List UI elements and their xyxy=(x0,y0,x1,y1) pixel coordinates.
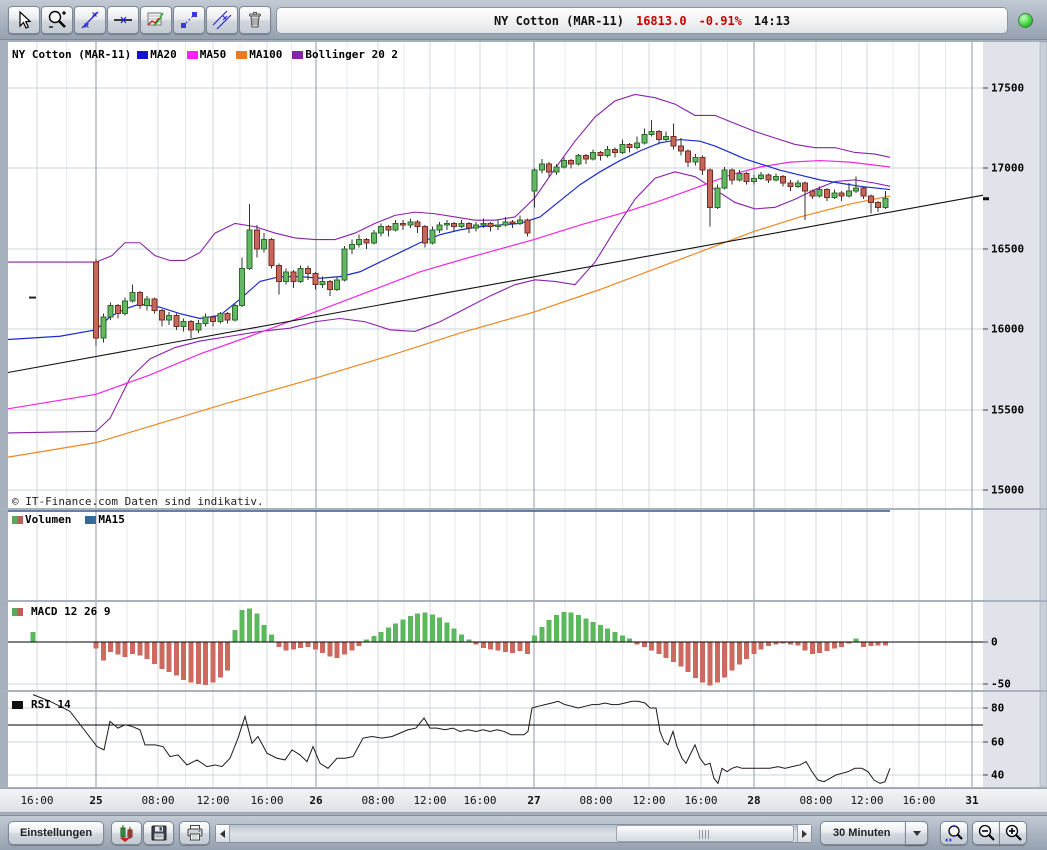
parallel-lines-icon xyxy=(212,10,232,30)
zoom-out-icon xyxy=(978,824,995,841)
zoom-tool-button[interactable] xyxy=(41,6,73,34)
trendline-icon xyxy=(81,11,99,29)
scrollbar-grip-icon xyxy=(699,830,711,839)
zoom-out-button[interactable] xyxy=(972,821,1000,845)
scroll-right-icon xyxy=(802,829,807,838)
panel-divider[interactable] xyxy=(0,690,1047,692)
chart-canvas[interactable] xyxy=(0,40,1047,815)
candles-series xyxy=(93,120,889,346)
trendline-tool-button[interactable] xyxy=(74,6,106,34)
time-axis-label: 12:00 xyxy=(196,794,230,807)
scroll-right-button[interactable] xyxy=(797,825,811,842)
time-axis-label: 12:00 xyxy=(632,794,666,807)
time-axis-label: 12:00 xyxy=(850,794,884,807)
save-chart-icon xyxy=(119,825,132,842)
connection-status-icon xyxy=(1018,13,1033,28)
horizontal-line-tool-button[interactable] xyxy=(107,6,139,34)
last-price-marker xyxy=(983,197,989,201)
time-axis-label: 16:00 xyxy=(902,794,936,807)
time-axis-label: 16:00 xyxy=(463,794,497,807)
zoom-fit-button[interactable] xyxy=(940,821,968,845)
two-point-line-icon xyxy=(181,12,197,28)
delete-tool-button[interactable] xyxy=(239,6,271,34)
save-chart-button[interactable] xyxy=(111,821,142,845)
indicator-chart-tool-button[interactable] xyxy=(140,6,172,34)
time-axis-label: 08:00 xyxy=(141,794,175,807)
time-axis-label: 08:00 xyxy=(799,794,833,807)
print-button[interactable] xyxy=(179,821,210,845)
chart-area: NY Cotton (MAR-11) MA20 MA50 MA100 Bollinge… xyxy=(0,40,1047,815)
vertical-scrollbar-track[interactable] xyxy=(1039,41,1047,788)
instrument-title-bar[interactable]: NY Cotton (MAR-11) 16813.0 -0.91% 14:13 xyxy=(276,7,1008,34)
quote-time: 14:13 xyxy=(753,13,791,28)
rsi-line xyxy=(32,694,891,785)
time-axis-day-label: 25 xyxy=(89,794,103,807)
trendline-drawing[interactable] xyxy=(7,194,984,374)
pointer-tool-button[interactable] xyxy=(8,6,40,34)
time-axis-label: 08:00 xyxy=(579,794,613,807)
timeframe-value: 30 Minuten xyxy=(833,827,891,839)
time-axis-strip: 16:00 25 08:00 12:00 16:00 26 08:00 12:00 16:00 2… xyxy=(0,788,1047,813)
bollinger-lower-band xyxy=(7,171,891,434)
gridlines xyxy=(8,42,983,787)
chevron-down-icon xyxy=(912,830,921,836)
time-axis-day-label: 27 xyxy=(527,794,541,807)
axis-ticks xyxy=(983,87,989,776)
macd-histogram xyxy=(30,608,888,686)
settings-button-label: Einstellungen xyxy=(19,827,93,839)
time-axis-label: 16:00 xyxy=(20,794,54,807)
trash-icon xyxy=(249,11,261,28)
ma50-line xyxy=(7,159,891,410)
floppy-disk-icon xyxy=(151,825,166,841)
magnifier-plus-icon xyxy=(48,10,66,28)
price-axis-background xyxy=(983,42,1040,787)
timeframe-dropdown-arrow-button[interactable] xyxy=(905,821,928,845)
scroll-left-button[interactable] xyxy=(216,825,230,842)
time-axis-label: 12:00 xyxy=(413,794,447,807)
bollinger-upper-band xyxy=(8,93,891,263)
zoom-in-button[interactable] xyxy=(999,821,1027,845)
save-button[interactable] xyxy=(143,821,174,845)
time-axis-day-label: 31 xyxy=(965,794,979,807)
instrument-name: NY Cotton (MAR-11) xyxy=(493,13,624,28)
time-axis-label: 08:00 xyxy=(361,794,395,807)
horizontal-line-icon xyxy=(114,16,132,24)
parallel-lines-tool-button[interactable] xyxy=(206,6,238,34)
indicator-chart-icon xyxy=(147,12,164,27)
pointer-icon xyxy=(19,10,32,29)
time-axis-day-label: 26 xyxy=(309,794,323,807)
printer-icon xyxy=(187,825,202,841)
scroll-left-icon xyxy=(220,829,225,838)
zoom-in-icon xyxy=(1005,824,1022,841)
change-percent: -0.91% xyxy=(698,13,742,28)
time-axis-label: 16:00 xyxy=(250,794,284,807)
panel-divider[interactable] xyxy=(0,508,1047,510)
settings-button[interactable]: Einstellungen xyxy=(8,821,104,845)
chart-horizontal-scrollbar[interactable] xyxy=(215,824,812,843)
ma100-line xyxy=(7,195,891,458)
two-point-line-tool-button[interactable] xyxy=(173,6,205,34)
zoom-fit-icon xyxy=(945,824,963,842)
panel-divider[interactable] xyxy=(0,600,1047,602)
time-axis-label: 16:00 xyxy=(684,794,718,807)
last-price: 16813.0 xyxy=(635,13,687,28)
top-toolbar: NY Cotton (MAR-11) 16813.0 -0.91% 14:13 xyxy=(0,0,1047,40)
bottom-toolbar: Einstellungen 30 Minuten xyxy=(0,815,1047,850)
time-axis-day-label: 28 xyxy=(747,794,761,807)
scrollbar-thumb[interactable] xyxy=(616,825,794,842)
plot-background xyxy=(8,42,983,787)
